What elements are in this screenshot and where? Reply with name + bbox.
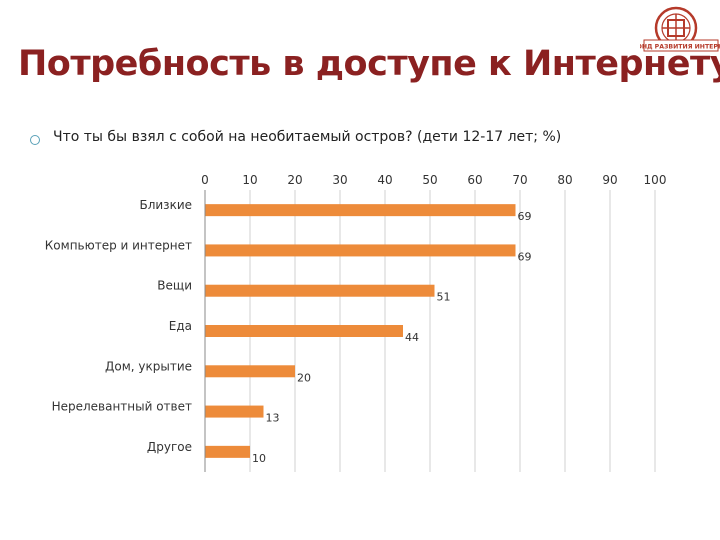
bar — [205, 325, 403, 337]
x-tick-label: 40 — [377, 173, 392, 187]
x-tick-label: 50 — [422, 173, 437, 187]
x-tick-label: 90 — [602, 173, 617, 187]
data-label: 10 — [252, 452, 266, 465]
data-label: 69 — [518, 250, 532, 263]
category-label: Другое — [147, 440, 192, 454]
bar — [205, 204, 516, 217]
bar — [205, 405, 264, 418]
x-tick-label: 80 — [557, 173, 572, 187]
data-label: 51 — [437, 291, 451, 304]
category-label: Компьютер и интернет — [45, 238, 192, 252]
fund-logo-emblem-icon: ФОНД РАЗВИТИЯ ИНТЕРНЕТ — [630, 6, 720, 52]
bar — [205, 284, 435, 297]
x-tick-label: 20 — [287, 173, 302, 187]
category-label: Вещи — [157, 279, 192, 293]
data-label: 44 — [405, 331, 419, 344]
x-tick-label: 70 — [512, 173, 527, 187]
x-tick-label: 0 — [201, 173, 209, 187]
x-tick-label: 100 — [644, 173, 667, 187]
category-label: Дом, укрытие — [105, 359, 192, 373]
bar — [205, 244, 516, 257]
data-label: 20 — [297, 371, 311, 384]
category-label: Близкие — [139, 198, 192, 212]
data-label: 13 — [266, 412, 280, 425]
bar-chart: 0 10 20 30 40 50 60 70 80 90 100 Близкие 69 Компьютер… — [45, 173, 667, 472]
x-tick-label: 30 — [332, 173, 347, 187]
chart-question: Что ты бы взял с собой на необитаемый ос… — [53, 129, 562, 145]
fund-logo: ФОНД РАЗВИТИЯ ИНТЕРНЕТ — [630, 4, 720, 64]
data-label: 69 — [518, 210, 532, 223]
x-tick-label: 60 — [467, 173, 482, 187]
page-title: Потребность в доступе к Интернету — [18, 44, 720, 84]
category-label: Нерелевантный ответ — [52, 400, 192, 414]
category-label: Еда — [169, 319, 192, 333]
x-tick-label: 10 — [242, 173, 257, 187]
bar — [205, 445, 250, 458]
fund-logo-text: ФОНД РАЗВИТИЯ ИНТЕРНЕТ — [640, 44, 720, 51]
bullet-icon — [30, 135, 40, 145]
bar — [205, 365, 295, 378]
